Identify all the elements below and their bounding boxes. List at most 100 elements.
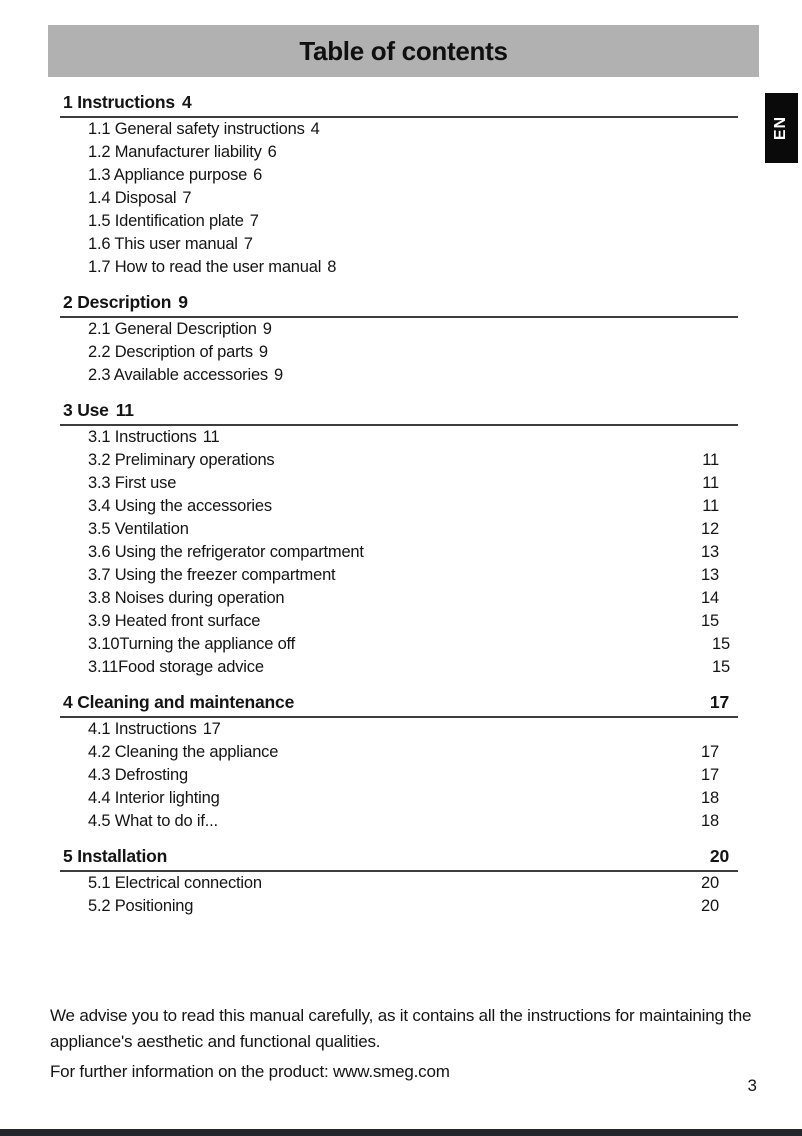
toc-item-page: 11 [702,451,719,469]
language-tab: EN [765,93,798,163]
toc-item-label: 1.5 Identification plate [88,212,244,230]
toc-item: 1.6 This user manual 7 [60,233,738,256]
toc-item-page: 9 [258,343,268,361]
toc-item-page: 7 [182,189,192,207]
toc-item-page: 20 [701,874,719,892]
toc-item-page: 15 [701,612,719,630]
toc-item-label: 3.8 Noises during operation [88,589,285,607]
toc-item-label: 3.6 Using the refrigerator compartment [88,543,364,561]
toc-item: 4.2 Cleaning the appliance 17 [60,741,738,764]
toc-item-label: 5.2 Positioning [88,897,194,915]
toc-item-label: 4.5 What to do if... [88,812,218,830]
toc-item: 3.2 Preliminary operations 11 [60,449,738,472]
toc-item: 1.7 How to read the user manual 8 [60,256,738,279]
toc-item-page: 4 [310,120,320,138]
toc-item: 3.3 First use 11 [60,472,738,495]
toc-item-label: 1.3 Appliance purpose [88,166,248,184]
toc-section-3: 3 Use 11 3.1 Instructions 11 3.2 Prelimi… [60,400,738,679]
toc-section-1: 1 Instructions 4 1.1 General safety inst… [60,92,738,279]
toc-item-page: 15 [712,635,730,653]
toc-heading-label: 1 Instructions [63,92,175,112]
toc-item: 5.2 Positioning 20 [60,895,738,918]
toc-heading-page: 9 [178,292,188,312]
toc-item: 1.2 Manufacturer liability 6 [60,141,738,164]
toc-item-label: 3.5 Ventilation [88,520,189,538]
toc-item: 4.4 Interior lighting 18 [60,787,738,810]
toc-item: 2.2 Description of parts 9 [60,341,738,364]
toc-section-heading: 5 Installation 20 [60,846,738,872]
toc-item: 3.11Food storage advice 15 [60,656,738,679]
toc-item: 3.1 Instructions 11 [60,426,738,449]
toc-item-page: 9 [262,320,272,338]
toc-item-page: 13 [701,543,719,561]
toc-item-label: 2.3 Available accessories [88,366,268,384]
toc-item-page: 11 [702,497,719,515]
toc-item-label: 2.2 Description of parts [88,343,253,361]
toc-item-label: 1.7 How to read the user manual [88,258,322,276]
toc-item-label: 1.1 General safety instructions [88,120,305,138]
toc-item-label: 4.1 Instructions [88,720,197,738]
toc-heading-label: 3 Use [63,400,109,420]
toc-item-label: 3.11Food storage advice [88,658,264,676]
toc-item: 2.1 General Description 9 [60,318,738,341]
toc-item-label: 3.7 Using the freezer compartment [88,566,336,584]
toc-item-label: 4.3 Defrosting [88,766,188,784]
toc-item-page: 7 [249,212,259,230]
toc-item-page: 17 [701,743,719,761]
toc-heading-page: 20 [709,846,729,866]
toc-item-page: 6 [253,166,263,184]
footer-note-line2: For further information on the product: … [50,1062,450,1081]
toc-item-page: 18 [701,812,719,830]
toc-item-page: 20 [701,897,719,915]
page-number: 3 [747,1076,757,1095]
toc-item: 3.9 Heated front surface 15 [60,610,738,633]
toc-item: 1.3 Appliance purpose 6 [60,164,738,187]
toc-item-label: 3.4 Using the accessories [88,497,272,515]
toc-section-2: 2 Description 9 2.1 General Description … [60,292,738,387]
toc-section-4: 4 Cleaning and maintenance 17 4.1 Instru… [60,692,738,833]
toc-item: 4.1 Instructions 17 [60,718,738,741]
toc-item-page: 7 [243,235,253,253]
language-tab-label: EN [772,115,790,141]
toc-item: 1.1 General safety instructions 4 [60,118,738,141]
toc-heading-page: 4 [181,92,192,112]
toc-item: 1.5 Identification plate 7 [60,210,738,233]
toc-item-page: 8 [327,258,337,276]
toc-item-page: 18 [701,789,719,807]
toc-item: 3.4 Using the accessories 11 [60,495,738,518]
toc-item-page: 13 [701,566,719,584]
table-of-contents: 1 Instructions 4 1.1 General safety inst… [60,92,738,918]
toc-item-label: 3.9 Heated front surface [88,612,261,630]
header-bar: Table of contents [48,25,759,77]
page-title: Table of contents [299,35,508,66]
toc-heading-page: 11 [115,400,134,420]
toc-section-heading: 1 Instructions 4 [60,92,738,118]
toc-item: 4.5 What to do if... 18 [60,810,738,833]
toc-item-page: 17 [202,720,221,738]
toc-item-page: 11 [202,428,220,446]
toc-section-heading: 2 Description 9 [60,292,738,318]
toc-item: 3.5 Ventilation 12 [60,518,738,541]
toc-item-page: 11 [702,474,719,492]
toc-item-page: 12 [701,520,719,538]
toc-item-label: 2.1 General Description [88,320,257,338]
toc-item-page: 9 [273,366,283,384]
toc-section-5: 5 Installation 20 5.1 Electrical connect… [60,846,738,918]
toc-item: 3.6 Using the refrigerator compartment 1… [60,541,738,564]
toc-item: 3.7 Using the freezer compartment 13 [60,564,738,587]
toc-item: 5.1 Electrical connection 20 [60,872,738,895]
toc-item: 1.4 Disposal 7 [60,187,738,210]
toc-item: 3.10Turning the appliance off 15 [60,633,738,656]
toc-item-page: 17 [701,766,719,784]
toc-item: 3.8 Noises during operation 14 [60,587,738,610]
toc-item-label: 4.4 Interior lighting [88,789,220,807]
toc-heading-page: 17 [709,692,729,712]
toc-item-label: 3.10Turning the appliance off [88,635,296,653]
bottom-bar [0,1129,802,1136]
toc-item-label: 3.1 Instructions [88,428,197,446]
toc-heading-label: 5 Installation [63,846,168,866]
toc-section-heading: 3 Use 11 [60,400,738,426]
toc-item-label: 1.6 This user manual [88,235,238,253]
toc-item-label: 3.3 First use [88,474,177,492]
toc-item-page: 6 [267,143,277,161]
